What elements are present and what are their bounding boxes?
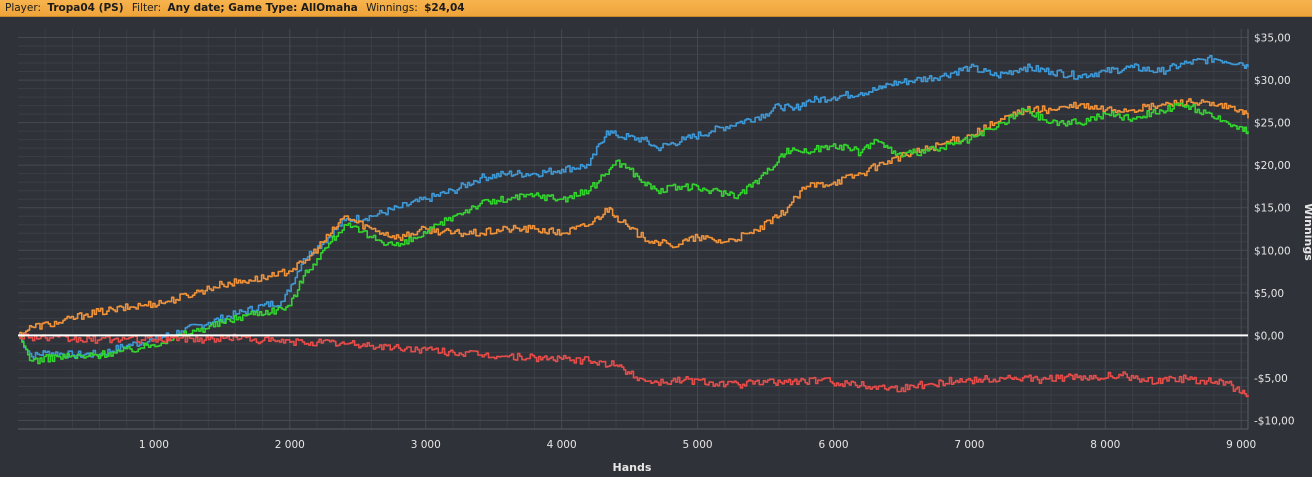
player-label: Player: bbox=[5, 2, 42, 14]
series-line-4 bbox=[18, 333, 1249, 398]
y-tick-label: $25,00 bbox=[1254, 118, 1291, 130]
y-tick-label: $30,00 bbox=[1254, 75, 1291, 87]
winnings-chart: 1 000 2 000 3 000 4 000 5 000 6 000 7 000 8 000… bbox=[18, 29, 1312, 474]
winnings-value: $24,04 bbox=[424, 2, 465, 14]
series-line-1 bbox=[18, 54, 1249, 361]
x-tick-label: 2 000 bbox=[275, 439, 305, 451]
x-tick-label: 8 000 bbox=[1090, 439, 1120, 451]
y-tick-label: $5,00 bbox=[1254, 288, 1284, 300]
y-tick-label: -$10,00 bbox=[1254, 415, 1295, 427]
y-tick-label: -$5,00 bbox=[1254, 373, 1288, 385]
x-axis-label: Hands bbox=[613, 461, 652, 474]
winnings-label: Winnings: bbox=[366, 2, 418, 14]
series-line-3 bbox=[18, 102, 1249, 365]
filter-label: Filter: bbox=[131, 2, 162, 14]
y-tick-label: $15,00 bbox=[1254, 203, 1291, 215]
y-tick-label: $35,00 bbox=[1254, 33, 1291, 45]
series-line-2 bbox=[18, 98, 1249, 338]
x-tick-label: 1 000 bbox=[139, 439, 169, 451]
x-tick-label: 3 000 bbox=[411, 439, 441, 451]
grid-minor bbox=[18, 29, 1248, 429]
series-layer bbox=[18, 54, 1249, 398]
player-value: Tropa04 (PS) bbox=[47, 2, 124, 14]
y-tick-label: $10,00 bbox=[1254, 245, 1291, 257]
x-tick-label: 5 000 bbox=[683, 439, 713, 451]
filter-bar: Player: Tropa04 (PS) Filter: Any date; G… bbox=[0, 0, 1312, 17]
y-axis-label: Winnings bbox=[1302, 203, 1312, 261]
y-tick-label: $0,00 bbox=[1254, 330, 1284, 342]
y-tick-label: $20,00 bbox=[1254, 160, 1291, 172]
x-tick-label: 4 000 bbox=[547, 439, 577, 451]
x-tick-label: 9 000 bbox=[1226, 439, 1256, 451]
filter-value: Any date; Game Type: AllOmaha bbox=[167, 2, 358, 14]
x-axis: 1 000 2 000 3 000 4 000 5 000 6 000 7 000 8 000… bbox=[139, 439, 1256, 451]
x-tick-label: 7 000 bbox=[954, 439, 984, 451]
x-tick-label: 6 000 bbox=[818, 439, 848, 451]
y-axis: -$10,00 -$5,00 $0,00 $5,00 $10,00 $15,00 $20,0… bbox=[1254, 33, 1295, 428]
